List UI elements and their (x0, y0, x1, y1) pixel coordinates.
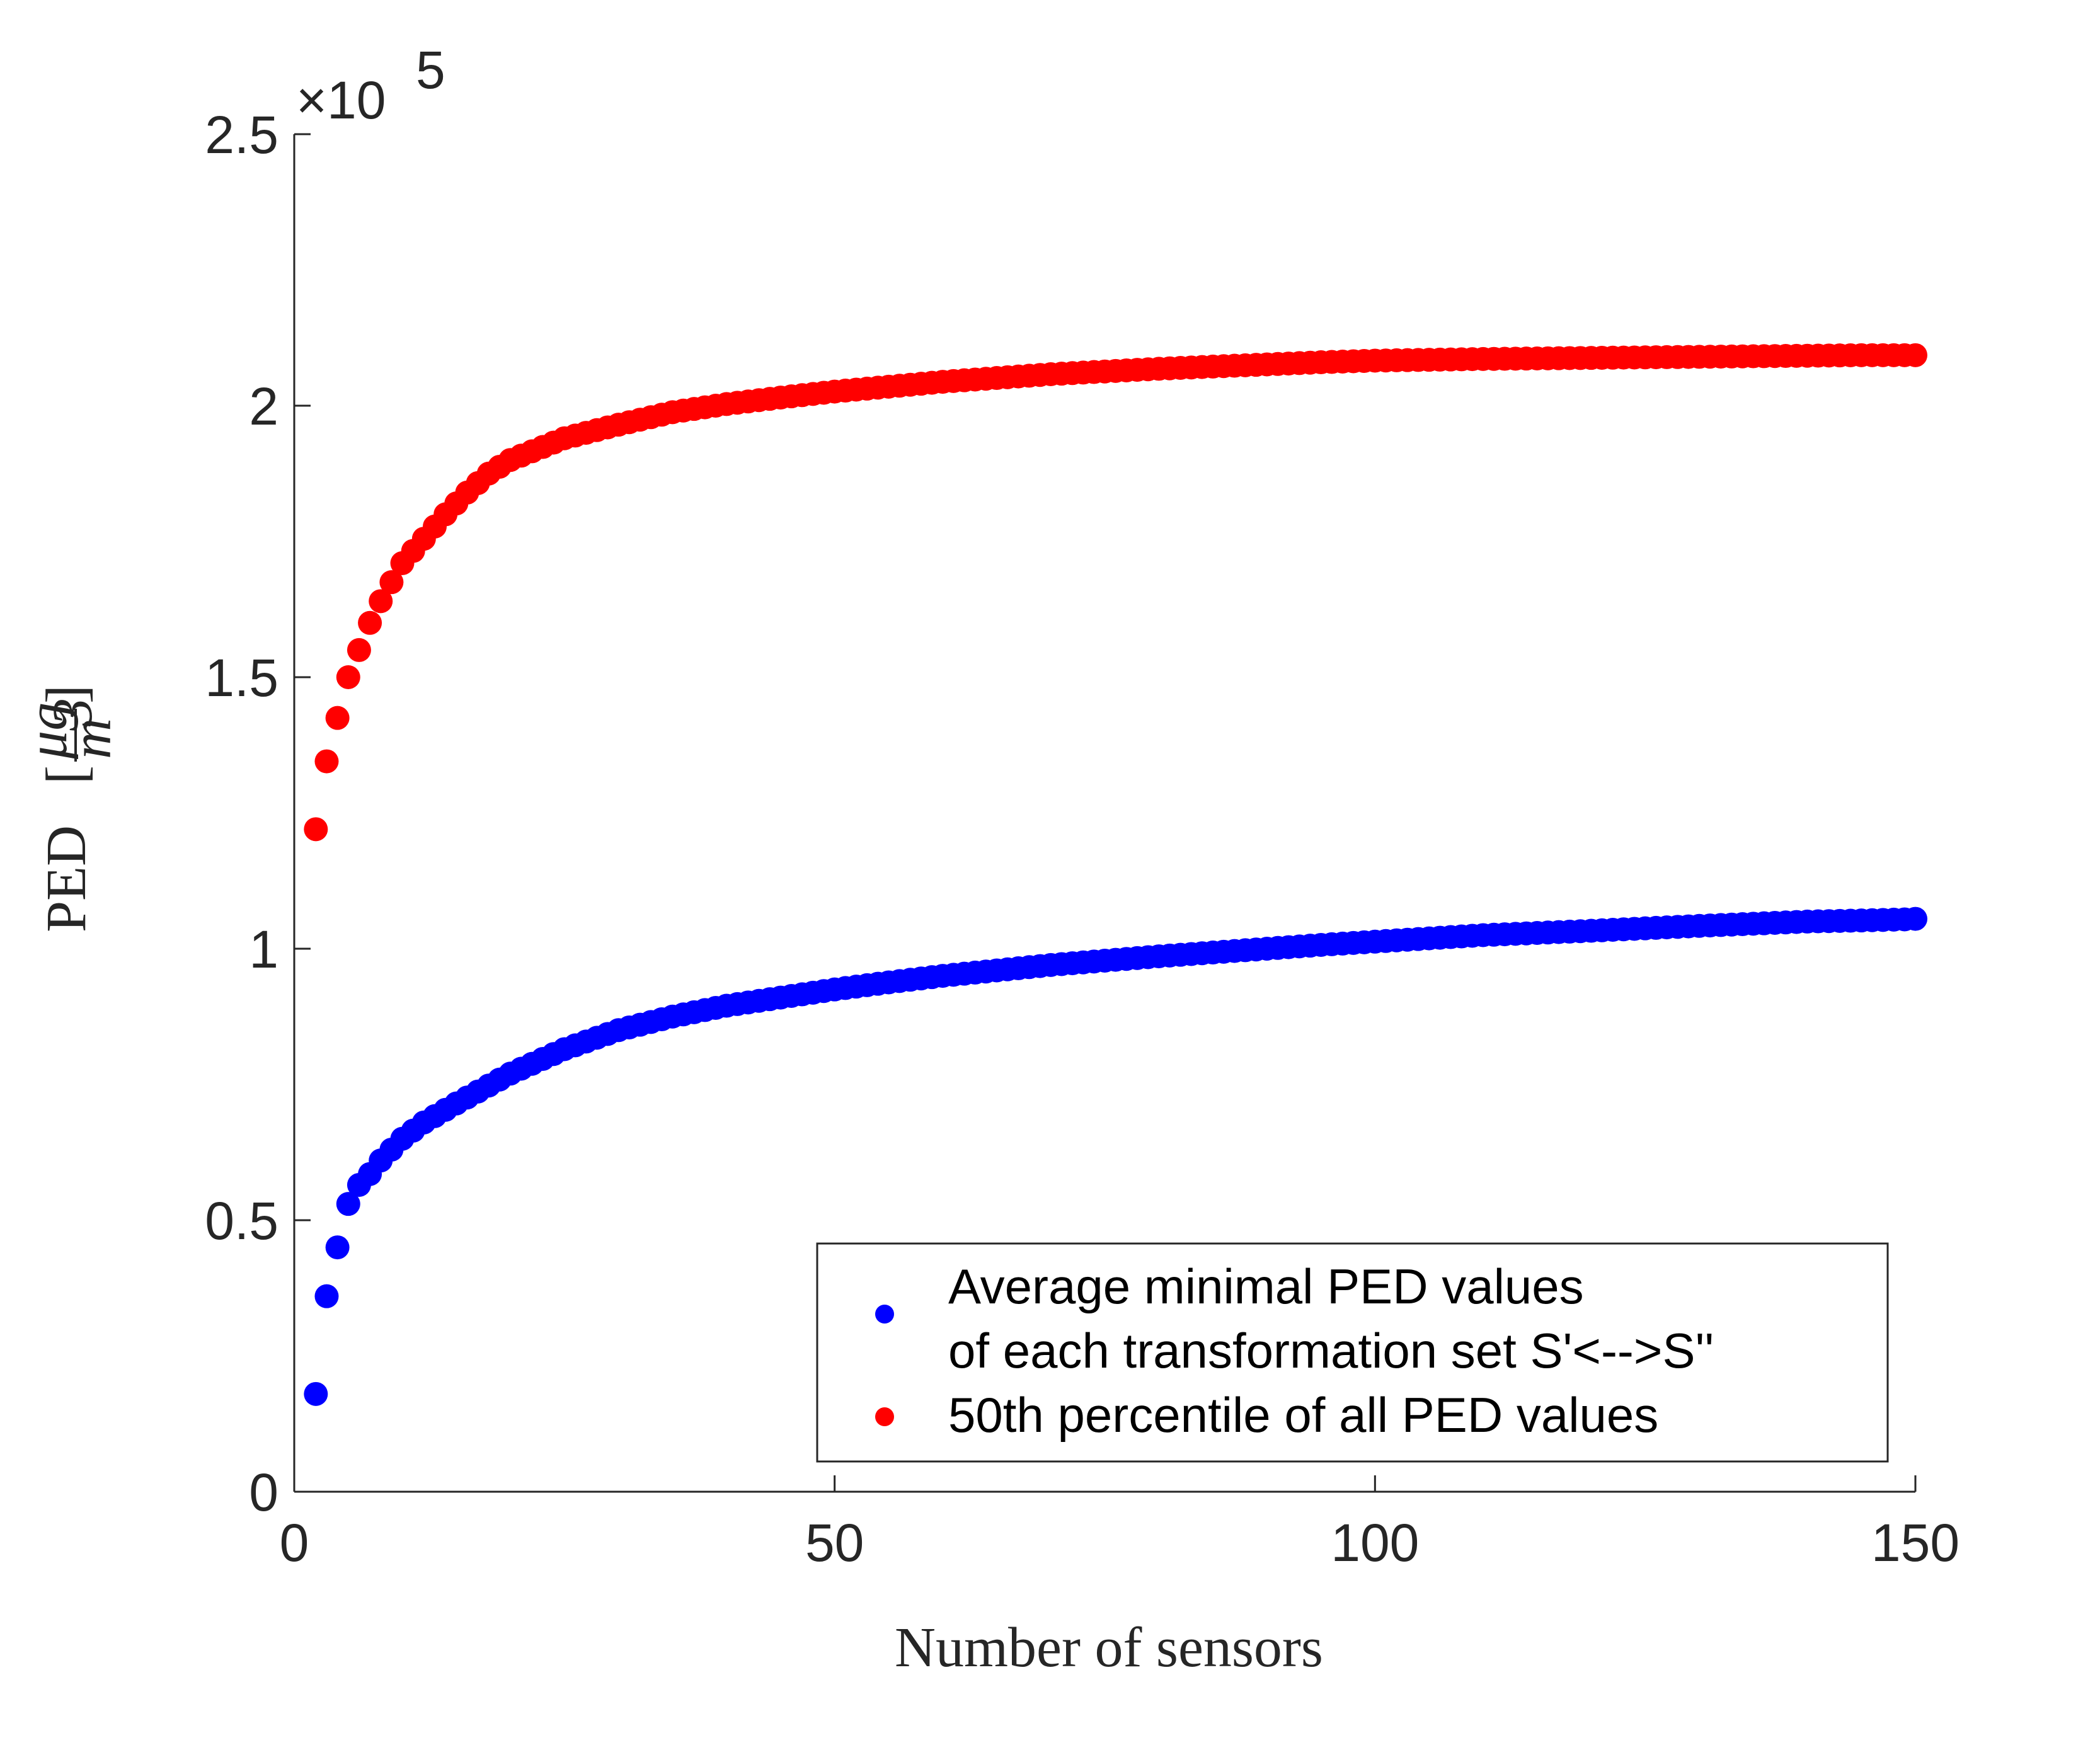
y-tick-label: 1.5 (205, 648, 278, 707)
data-points (304, 343, 1927, 1406)
legend: Average minimal PED values of each trans… (816, 1242, 1889, 1463)
legend-marker-red (875, 1407, 894, 1426)
y-axis-unit-numerator: μg (16, 702, 79, 760)
y-tick-label: 2 (249, 377, 278, 436)
data-point (336, 1192, 360, 1216)
y-axis-unit-bracket-open: [ (35, 765, 98, 784)
y-axis-unit-bracket-close: ] (35, 685, 98, 704)
data-point (369, 589, 393, 614)
legend-label-blue-line2: of each transformation set S'<-->S'' (948, 1323, 1714, 1378)
y-axis-title-group: PED [ μg m 3 ] (16, 685, 123, 932)
data-point (304, 1381, 328, 1406)
y-axis-unit-denominator: m (60, 718, 123, 759)
x-tick-label: 0 (280, 1513, 309, 1572)
legend-label-red: 50th percentile of all PED values (948, 1387, 1658, 1443)
y-tick-label: 1 (249, 920, 278, 979)
x-tick-label: 100 (1331, 1513, 1419, 1572)
data-point (379, 570, 404, 595)
y-tick-label: 0.5 (205, 1191, 278, 1250)
data-point (347, 638, 371, 662)
x-tick-label: 150 (1871, 1513, 1959, 1572)
x-axis-title: Number of sensors (895, 1616, 1323, 1679)
data-point (325, 706, 350, 730)
legend-marker-blue (875, 1305, 894, 1324)
y-axis-title: PED (35, 825, 98, 932)
data-point (314, 1284, 339, 1308)
series-blue (304, 906, 1927, 1406)
x-tick-label: 50 (805, 1513, 864, 1572)
data-point (336, 665, 360, 689)
legend-box (816, 1242, 1889, 1463)
y-exponent-prefix: ×10 (296, 71, 386, 130)
axes (293, 134, 1915, 1493)
ticks: 0 50 100 150 0 0.5 1 1.5 2 2.5 (205, 105, 1959, 1572)
data-point (358, 610, 382, 635)
data-point (1903, 906, 1927, 931)
y-tick-label: 0 (249, 1463, 278, 1522)
data-point (314, 749, 339, 774)
y-exponent-power: 5 (416, 40, 445, 100)
data-point (304, 817, 328, 842)
y-tick-label: 2.5 (205, 105, 278, 164)
y-axis-unit-power: 3 (42, 698, 104, 727)
legend-label-blue-line1: Average minimal PED values (948, 1259, 1584, 1314)
series-red (304, 343, 1927, 842)
data-point (1903, 343, 1927, 367)
data-point (325, 1235, 350, 1260)
